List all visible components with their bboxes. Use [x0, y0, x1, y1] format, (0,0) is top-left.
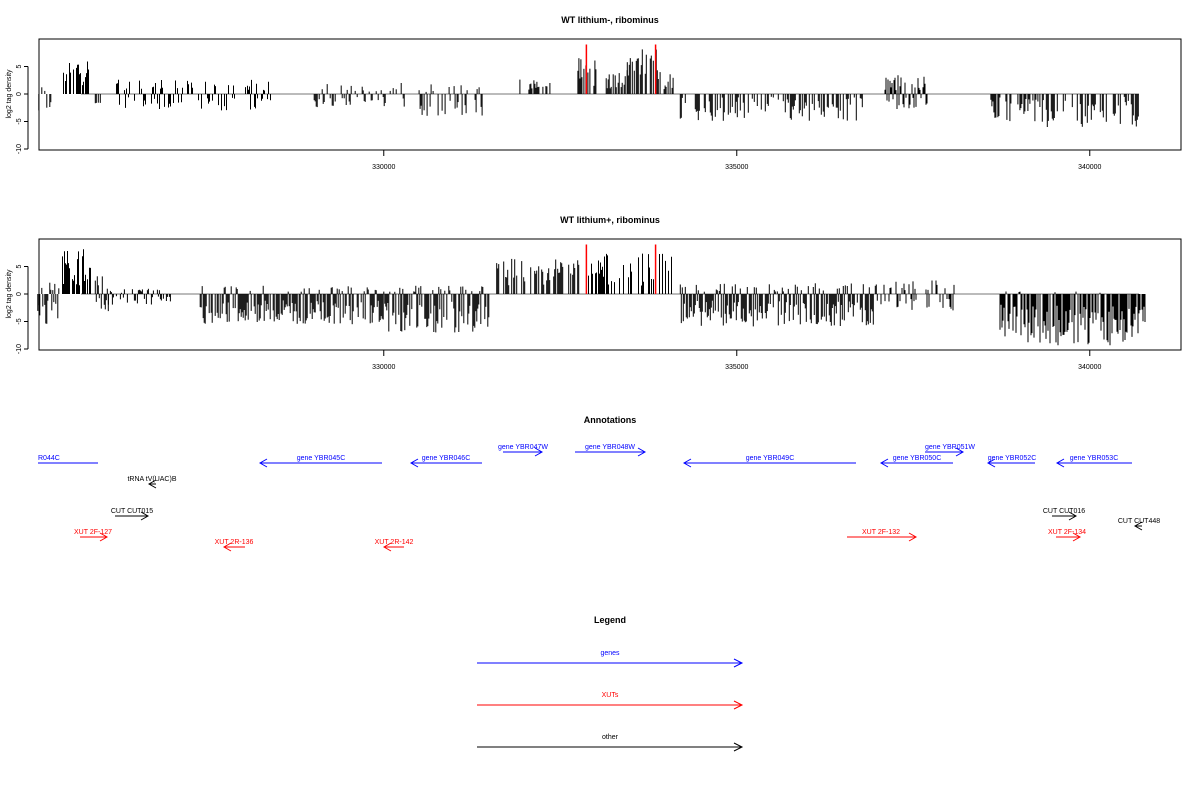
y-tick-label: -10 — [16, 144, 23, 154]
data-bars — [38, 44, 1139, 127]
arrowhead-right — [908, 532, 918, 542]
feature-label: XUT 2F-132 — [862, 529, 900, 536]
x-tick-label: 340000 — [1078, 364, 1101, 371]
annotation-feature: XUT 2F-134 — [1048, 529, 1086, 542]
feature-label: gene YBR047W — [498, 444, 548, 451]
annotation-feature: gene YBR047W — [498, 444, 548, 457]
feature-label: gene YBR052C — [988, 455, 1037, 462]
x-tick-label: 335000 — [725, 164, 748, 171]
arrowhead-right — [1072, 532, 1082, 542]
legend-label: other — [602, 734, 619, 741]
arrowhead-left — [682, 458, 692, 468]
x-tick-label: 330000 — [372, 364, 395, 371]
arrowhead-left — [879, 458, 889, 468]
feature-label: CUT CUT015 — [111, 508, 153, 515]
track-panel-lithium-plus: WT lithium+, ribominus log2 tag density … — [6, 215, 1182, 371]
legend-label: XUTs — [602, 692, 619, 699]
feature-label: gene YBR053C — [1070, 455, 1119, 462]
x-tick-label: 340000 — [1078, 164, 1101, 171]
arrowhead-left — [258, 458, 268, 468]
annotation-feature: R044C — [38, 455, 98, 464]
y-tick-label: -5 — [16, 118, 23, 124]
arrowhead-right — [637, 447, 647, 457]
arrowhead-right — [955, 447, 965, 457]
y-tick-label: 0 — [16, 92, 23, 96]
feature-label: XUT 2R-142 — [375, 539, 414, 546]
annotation-feature: gene YBR046C — [409, 455, 482, 468]
annotation-feature: tRNA tV(UAC)B — [127, 476, 177, 489]
arrowhead-right — [99, 532, 109, 542]
feature-label: XUT 2F-127 — [74, 529, 112, 536]
annotation-feature: XUT 2R-136 — [215, 539, 254, 552]
legend-entries: genes XUTs other — [477, 650, 744, 752]
annotation-feature: gene YBR051W — [925, 444, 975, 457]
legend-title: Legend — [594, 615, 626, 625]
arrowhead-right — [733, 700, 744, 710]
arrowhead-left — [986, 458, 996, 468]
annotation-feature: gene YBR050C — [879, 455, 953, 468]
arrowhead-left — [222, 542, 232, 552]
legend-entry: other — [477, 734, 744, 752]
track-panel-lithium-minus: WT lithium-, ribominus log2 tag density … — [6, 15, 1182, 171]
legend-label: genes — [600, 650, 620, 657]
annotation-feature: CUT CUT448 — [1118, 518, 1160, 531]
arrowhead-right — [534, 447, 544, 457]
feature-label: XUT 2F-134 — [1048, 529, 1086, 536]
annotation-features: R044C gene YBR045C gene YBR046C gene YBR047… — [38, 444, 1160, 552]
annotation-feature: CUT CUT016 — [1043, 508, 1085, 521]
annotation-feature: gene YBR048W — [575, 444, 647, 457]
y-axis-label: log2 tag density — [6, 69, 13, 119]
annotation-feature: XUT 2F-132 — [847, 529, 918, 542]
arrowhead-right — [733, 742, 744, 752]
arrowhead-left — [1133, 521, 1143, 531]
arrowhead-left — [382, 542, 392, 552]
annotation-feature: gene YBR049C — [682, 455, 856, 468]
annotation-feature: XUT 2R-142 — [375, 539, 414, 552]
annotation-feature: gene YBR053C — [1055, 455, 1132, 468]
arrowhead-left — [409, 458, 419, 468]
arrowhead-right — [733, 658, 744, 668]
legend-entry: genes — [477, 650, 744, 668]
feature-label: XUT 2R-136 — [215, 539, 254, 546]
annotation-feature: gene YBR052C — [986, 455, 1037, 468]
y-tick-label: 0 — [16, 292, 23, 296]
y-axis-label: log2 tag density — [6, 269, 13, 319]
x-tick-label: 330000 — [372, 164, 395, 171]
feature-label: gene YBR046C — [422, 455, 471, 462]
annotation-feature: gene YBR045C — [258, 455, 382, 468]
feature-label: gene YBR051W — [925, 444, 975, 451]
axes: 330000 335000 340000 -10 -5 0 5 — [16, 264, 1102, 371]
y-tick-label: -5 — [16, 318, 23, 324]
feature-label: R044C — [38, 455, 60, 462]
arrowhead-left — [1055, 458, 1065, 468]
feature-label: gene YBR045C — [297, 455, 346, 462]
annotations-panel: Annotations R044C gene YBR045C gene YBR046… — [38, 415, 1160, 552]
feature-label: CUT CUT448 — [1118, 518, 1160, 525]
annotations-title: Annotations — [584, 415, 637, 425]
x-tick-label: 335000 — [725, 364, 748, 371]
y-tick-label: 5 — [16, 264, 23, 268]
feature-label: gene YBR050C — [893, 455, 942, 462]
feature-label: tRNA tV(UAC)B — [127, 476, 176, 483]
annotation-feature: XUT 2F-127 — [74, 529, 112, 542]
track-title: WT lithium-, ribominus — [561, 15, 659, 25]
annotation-feature: CUT CUT015 — [111, 508, 153, 521]
y-tick-label: 5 — [16, 64, 23, 68]
feature-label: gene YBR048W — [585, 444, 635, 451]
feature-label: gene YBR049C — [746, 455, 795, 462]
feature-label: CUT CUT016 — [1043, 508, 1085, 515]
arrowhead-left — [147, 479, 157, 489]
legend-entry: XUTs — [477, 692, 744, 710]
legend: Legend genes XUTs other — [477, 615, 744, 752]
y-tick-label: -10 — [16, 344, 23, 354]
axes: 330000 335000 340000 -10 -5 0 5 — [16, 64, 1102, 171]
arrowhead-right — [140, 511, 150, 521]
track-title: WT lithium+, ribominus — [560, 215, 660, 225]
data-bars — [37, 244, 1146, 346]
arrowhead-right — [1068, 511, 1078, 521]
